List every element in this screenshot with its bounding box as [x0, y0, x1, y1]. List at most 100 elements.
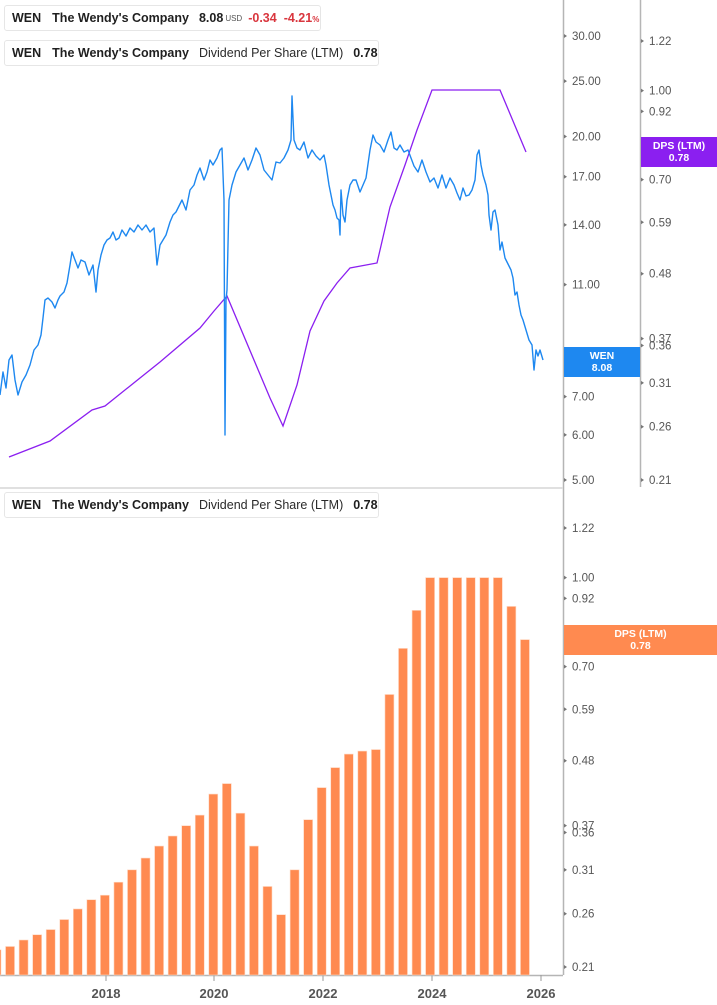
- dps-bar[interactable]: [194, 814, 205, 976]
- legend-value: 0.78: [353, 46, 378, 60]
- axis-tick-label: 1.22: [572, 523, 594, 535]
- axis-tick-label: 20.00: [572, 131, 601, 143]
- axis-tick-label: 0.21: [572, 962, 594, 974]
- dps-bar[interactable]: [330, 767, 341, 976]
- dps-bar[interactable]: [438, 577, 449, 976]
- axis-tick-label: 7.00: [572, 392, 594, 404]
- dps-bar[interactable]: [59, 919, 70, 976]
- dps-bottom-last-flag: DPS (LTM) 0.78: [564, 625, 717, 655]
- dps-bar[interactable]: [465, 577, 476, 976]
- dps-bar[interactable]: [289, 869, 300, 976]
- flag-label: DPS (LTM): [614, 628, 667, 640]
- legend-dps-top[interactable]: WEN The Wendy's Company Dividend Per Sha…: [4, 40, 379, 66]
- axis-tick-label: 0.36: [572, 828, 594, 840]
- dps-bar[interactable]: [493, 577, 503, 976]
- dps-bar[interactable]: [452, 577, 463, 976]
- dps-bottom-axis-ticks: 1.221.000.920.810.700.590.480.370.360.31…: [564, 523, 594, 974]
- axis-tick-label: 0.70: [649, 175, 671, 187]
- x-tick-label: 2022: [309, 986, 338, 1001]
- axis-tick-label: 0.31: [572, 865, 594, 877]
- flag-label: DPS (LTM): [652, 140, 706, 152]
- dps-bar[interactable]: [18, 939, 29, 976]
- dps-top-axis-ticks: 1.221.000.920.810.700.590.480.370.360.31…: [641, 36, 671, 487]
- dps-bar[interactable]: [520, 639, 530, 976]
- dps-bar[interactable]: [343, 753, 354, 976]
- legend-symbol: WEN: [12, 11, 42, 25]
- dps-bar[interactable]: [181, 825, 191, 976]
- axis-tick-label: 0.59: [572, 704, 594, 716]
- axis-tick-label: 11.00: [572, 280, 600, 292]
- price-line: [0, 95, 544, 436]
- legend-dps-bottom[interactable]: WEN The Wendy's Company Dividend Per Sha…: [4, 492, 379, 518]
- dps-bar[interactable]: [276, 914, 286, 976]
- dps-bar[interactable]: [425, 577, 435, 976]
- dps-bar[interactable]: [86, 899, 97, 976]
- dps-bar[interactable]: [0, 949, 2, 976]
- change-pct-value: -4.21: [283, 11, 313, 25]
- flag-value: 0.78: [668, 152, 690, 164]
- dps-bar[interactable]: [384, 694, 395, 976]
- axis-tick-label: 1.00: [649, 86, 671, 98]
- x-tick-label: 2020: [200, 986, 229, 1001]
- dps-bar[interactable]: [262, 886, 273, 976]
- dps-bar[interactable]: [127, 869, 137, 976]
- legend-price[interactable]: WEN The Wendy's Company 8.08 USD -0.34 -…: [4, 5, 321, 31]
- dps-bar[interactable]: [249, 845, 259, 976]
- axis-tick-label: 0.21: [649, 475, 671, 487]
- legend-metric: Dividend Per Share (LTM): [198, 498, 344, 512]
- price-last-flag: WEN 8.08: [564, 347, 640, 377]
- dps-bar[interactable]: [154, 845, 164, 976]
- legend-company: The Wendy's Company: [52, 11, 189, 25]
- legend-value: 0.78: [353, 498, 378, 512]
- axis-tick-label: 1.22: [649, 36, 671, 48]
- dps-bars: [0, 577, 530, 976]
- flag-label: WEN: [589, 350, 615, 362]
- dps-line: [8, 89, 527, 458]
- axis-tick-label: 0.92: [649, 106, 671, 118]
- axis-tick-label: 0.26: [572, 909, 594, 921]
- dps-bar[interactable]: [73, 908, 83, 976]
- dps-bar[interactable]: [222, 783, 232, 976]
- axis-tick-label: 0.37: [572, 821, 594, 833]
- legend-symbol: WEN: [12, 498, 42, 512]
- dps-bar[interactable]: [45, 929, 56, 976]
- dps-bar[interactable]: [167, 835, 178, 976]
- dps-bar[interactable]: [398, 648, 408, 976]
- axis-tick-label: 0.59: [649, 217, 671, 229]
- price-axis-ticks: 30.0025.0020.0017.0014.0011.008.007.006.…: [564, 31, 601, 487]
- dps-bar[interactable]: [5, 946, 15, 976]
- axis-tick-label: 0.26: [649, 422, 671, 434]
- pct-sign: %: [312, 15, 320, 24]
- dps-bar[interactable]: [235, 812, 246, 976]
- flag-value: 0.78: [630, 640, 651, 652]
- dps-bar[interactable]: [357, 750, 368, 976]
- axis-tick-label: 0.36: [649, 341, 671, 353]
- axis-tick-label: 0.70: [572, 662, 594, 674]
- axis-tick-label: 1.00: [572, 573, 594, 585]
- dps-bar[interactable]: [316, 787, 327, 976]
- legend-company: The Wendy's Company: [52, 46, 189, 60]
- dps-bar[interactable]: [479, 577, 490, 976]
- legend-metric: Dividend Per Share (LTM): [198, 46, 344, 60]
- axis-tick-label: 0.48: [649, 269, 671, 281]
- dps-bar[interactable]: [506, 606, 517, 976]
- axis-tick-label: 17.00: [572, 172, 601, 184]
- dps-bar[interactable]: [32, 934, 42, 976]
- dps-bar[interactable]: [113, 881, 124, 976]
- dps-bar[interactable]: [411, 610, 422, 976]
- dps-bar[interactable]: [100, 894, 110, 976]
- dps-bar[interactable]: [140, 857, 151, 976]
- legend-change: -0.34: [248, 11, 277, 25]
- flag-value: 8.08: [591, 362, 613, 374]
- axis-tick-label: 25.00: [572, 76, 601, 88]
- dps-bar[interactable]: [303, 819, 313, 976]
- axis-tick-label: 14.00: [572, 220, 601, 232]
- axis-tick-label: 0.48: [572, 756, 594, 768]
- axis-tick-label: 30.00: [572, 31, 601, 43]
- x-tick-label: 2018: [92, 986, 121, 1001]
- legend-change-pct: -4.21%: [284, 11, 320, 25]
- x-tick-label: 2026: [527, 986, 556, 1001]
- dps-bar[interactable]: [208, 793, 219, 976]
- dps-bar[interactable]: [371, 749, 381, 976]
